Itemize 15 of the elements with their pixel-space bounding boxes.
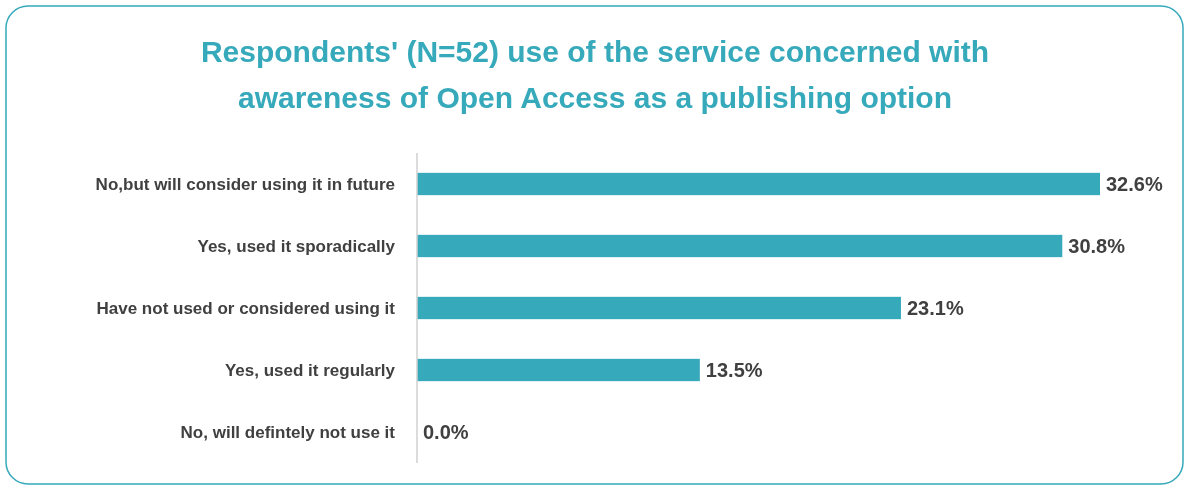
data-label: 0.0% [423, 421, 469, 443]
data-label: 23.1% [906, 297, 964, 319]
bar [417, 296, 901, 320]
y-tick-label: No,but will consider using it in future [95, 174, 395, 194]
data-label: 30.8% [1068, 235, 1126, 257]
y-tick-label: Have not used or considered using it [96, 298, 396, 318]
y-tick-label: Yes, used it regularly [224, 360, 396, 380]
chart-title: Respondents' (N=52) use of the service concerned with awareness of Open Access as a publishing option [200, 35, 990, 114]
data-label: 13.5% [705, 359, 763, 381]
bar [417, 234, 1063, 258]
bar [417, 172, 1100, 196]
data-label: 32.6% [1106, 173, 1163, 195]
bar [417, 358, 700, 382]
y-tick-label: Yes, used it sporadically [197, 236, 396, 256]
y-tick-label: No, will defintely not use it [180, 422, 396, 442]
